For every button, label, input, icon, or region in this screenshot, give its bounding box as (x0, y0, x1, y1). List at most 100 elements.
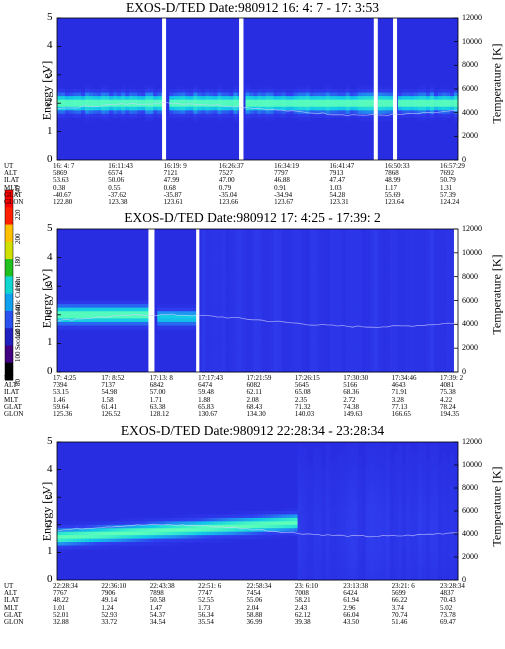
panel2-cell (81, 321, 86, 327)
panel2-cell (373, 268, 379, 273)
panel3-cell (117, 535, 122, 540)
panel2-cell (229, 232, 234, 237)
panel3-cell (337, 531, 343, 536)
panel2-cell (433, 289, 439, 294)
panel2-cell (305, 321, 311, 327)
panel3-cell (81, 538, 86, 543)
panel1-cell (233, 89, 238, 94)
panel2-cell (361, 261, 367, 266)
panel1-cell (365, 110, 371, 115)
panel2-cell (269, 257, 275, 262)
panel2-cell (413, 339, 419, 344)
panel1-cell (257, 99, 263, 104)
panel2-cell (377, 264, 383, 269)
panel2-cell (233, 304, 238, 309)
panel3-cell (357, 548, 363, 553)
panel2-cell (253, 368, 258, 373)
panel3-cell (221, 521, 226, 526)
panel2-cell (121, 318, 126, 323)
panel2-cell (385, 236, 391, 241)
panel2-cell (389, 243, 395, 248)
panel2-cell (417, 318, 423, 323)
panel2-cell (89, 300, 94, 305)
panel2-cell (333, 307, 339, 312)
panel2-cell (301, 364, 307, 369)
panel1-cell (93, 92, 98, 97)
panel1-cell (421, 99, 427, 104)
panel3-cell (325, 538, 331, 543)
panel2-cell (345, 239, 351, 244)
panel2-cell (365, 329, 371, 334)
panel2-temperature-trace (56, 313, 459, 328)
panel3-cell (373, 507, 379, 512)
panel3-cell (317, 545, 323, 550)
panel3-cell (297, 462, 303, 467)
panel3-title: EXOS-D/TED Date:980912 22:28:34 - 23:28:… (120, 423, 385, 438)
panel2-cell (377, 257, 383, 262)
panel2-cell (321, 350, 327, 355)
panel2-cell (257, 300, 263, 305)
panel2-cell (445, 357, 451, 362)
panel3-cell (337, 455, 343, 460)
panel3-cell (345, 521, 351, 526)
panel2-cell (217, 293, 222, 298)
panel2-cell (281, 357, 287, 362)
panel2-cell (281, 257, 287, 262)
panel2-cell (265, 304, 271, 309)
panel2-cell (281, 239, 287, 244)
panel3-cell (241, 514, 246, 519)
panel2-cell (273, 368, 279, 373)
panel3-cell (361, 469, 367, 474)
panel2-cell (181, 311, 186, 316)
panel2-cell (249, 282, 254, 287)
panel2-cell (285, 357, 291, 362)
panel2-cell (209, 368, 214, 373)
panel2-cell (389, 250, 395, 255)
panel3-cell (361, 483, 367, 488)
panel2-cell (289, 346, 295, 352)
panel2-cell (225, 346, 230, 352)
panel2-cell (261, 268, 267, 273)
panel2-cell (205, 332, 210, 337)
panel2-cell (429, 318, 435, 323)
panel3-cell (325, 493, 331, 498)
panel2-cell (209, 346, 214, 352)
panel2-cell (281, 318, 287, 323)
panel2-cell (273, 229, 279, 234)
panel1-cell (61, 92, 66, 97)
panel2-cell (325, 257, 331, 262)
panel2-cell (345, 300, 351, 305)
panel2-cell (445, 264, 451, 269)
panel2-cell (393, 311, 399, 316)
panel2-cell (301, 296, 307, 302)
panel1-cell (421, 92, 427, 97)
panel2-cell (345, 321, 351, 327)
panel2-cell (293, 268, 299, 273)
panel3-cell (337, 511, 343, 515)
panel2-cell (433, 354, 439, 359)
panel2-cell (281, 329, 287, 334)
panel2-cell (285, 246, 291, 251)
panel1-cell (109, 106, 114, 111)
panel3-cell (61, 521, 66, 526)
panel2-cell (341, 364, 347, 369)
panel2-cell (205, 300, 210, 305)
panel2-cell (361, 296, 367, 302)
panel2-cell (337, 361, 343, 366)
panel1-cell (225, 89, 230, 94)
panel3-cell (333, 548, 339, 553)
panel2-cell (249, 357, 254, 362)
panel1-cell (365, 92, 371, 97)
panel2-cell (341, 271, 347, 276)
panel2-cell (401, 254, 407, 259)
panel1-cell (285, 113, 291, 118)
panel2-cell (241, 279, 246, 284)
panel3-cell (345, 566, 351, 571)
panel2-cell (245, 254, 250, 259)
panel1-cell (285, 110, 291, 115)
panel2-cell (177, 325, 182, 330)
panel1-cell (257, 113, 263, 118)
panel2-cell (413, 229, 419, 234)
panel1-cell (181, 99, 186, 104)
panel3-cell (369, 559, 375, 564)
